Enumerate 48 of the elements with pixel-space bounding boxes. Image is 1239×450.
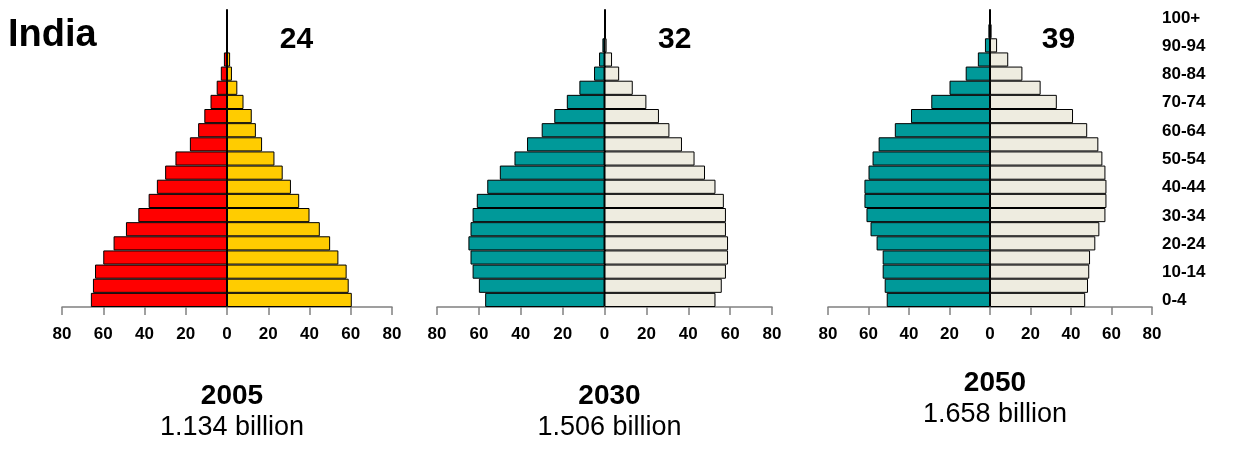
x-tick-label: 60	[93, 324, 113, 343]
x-tick-label: 20	[176, 324, 196, 343]
text: 1.506 billion	[537, 410, 682, 441]
x-tick-label: 60	[341, 324, 361, 343]
text: 2050	[963, 365, 1027, 397]
text: 2005	[200, 378, 264, 410]
x-tick-label: 80	[1142, 324, 1162, 343]
x-tick-label: 20	[940, 324, 959, 343]
y-tick-label: 0-4	[1162, 290, 1188, 310]
annotation: 24	[279, 20, 314, 54]
y-tick-label: 20-24	[1162, 233, 1207, 253]
y-tick-label: 10-14	[1162, 262, 1207, 282]
x-tick-label: 40	[1061, 324, 1081, 343]
annotation: India	[8, 12, 98, 54]
text: 1.134 billion	[159, 410, 305, 441]
y-tick-label: 60-64	[1162, 120, 1207, 140]
text: 2030	[578, 378, 641, 410]
x-tick-label: 80	[427, 324, 447, 343]
x-tick-label: 0	[985, 324, 995, 343]
y-tick-label: 70-74	[1162, 92, 1207, 112]
y-tick-label: 90-94	[1162, 35, 1207, 55]
x-tick-label: 40	[511, 324, 531, 343]
y-tick-label: 80-84	[1162, 64, 1207, 84]
x-tick-label: 40	[135, 324, 154, 343]
x-tick-label: 0	[599, 324, 610, 343]
x-tick-label: 60	[720, 324, 740, 343]
x-tick-label: 60	[859, 324, 878, 343]
x-tick-label: 60	[469, 324, 489, 343]
x-tick-label: 20	[258, 324, 278, 343]
y-tick-label: 30-34	[1162, 205, 1207, 225]
x-tick-label: 40	[678, 324, 698, 343]
x-tick-label: 80	[762, 324, 782, 343]
x-tick-label: 20	[553, 324, 573, 343]
x-tick-label: 20	[636, 324, 656, 343]
x-tick-label: 0	[222, 324, 232, 343]
y-tick-label: 40-44	[1162, 177, 1207, 197]
x-tick-label: 80	[382, 324, 402, 343]
x-tick-label: 60	[1102, 324, 1121, 343]
text: 1.658 billion	[922, 397, 1068, 428]
annotation: 32	[658, 20, 692, 54]
annotation: 39	[1041, 20, 1076, 54]
x-tick-label: 20	[1021, 324, 1040, 343]
y-tick-label: 50-54	[1162, 149, 1207, 168]
x-tick-label: 80	[52, 324, 72, 343]
x-tick-label: 40	[899, 324, 919, 343]
y-tick-label: 100+	[1162, 7, 1201, 27]
x-tick-label: 40	[300, 324, 319, 343]
x-tick-label: 80	[818, 324, 838, 343]
